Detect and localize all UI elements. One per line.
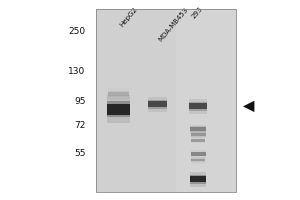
Text: 293: 293: [190, 6, 204, 20]
Bar: [107, 104, 130, 114]
Bar: [191, 139, 205, 142]
Bar: [190, 174, 206, 184]
Text: 95: 95: [74, 98, 85, 106]
Bar: [190, 152, 206, 156]
Bar: [96, 9, 236, 192]
Bar: [190, 171, 206, 186]
Bar: [190, 124, 206, 134]
Bar: [191, 139, 205, 142]
Bar: [190, 132, 206, 136]
Bar: [189, 99, 207, 114]
Bar: [189, 103, 207, 109]
Bar: [190, 150, 206, 158]
Text: HepG2: HepG2: [118, 6, 138, 28]
Bar: [108, 92, 129, 96]
Bar: [107, 101, 130, 117]
Bar: [176, 9, 236, 192]
Bar: [148, 97, 167, 112]
Bar: [190, 127, 206, 131]
Bar: [190, 152, 206, 156]
Bar: [191, 159, 205, 161]
Bar: [148, 100, 167, 109]
Text: MDA-MB453: MDA-MB453: [158, 6, 189, 42]
Bar: [108, 88, 129, 99]
Bar: [96, 9, 176, 192]
Bar: [107, 95, 130, 123]
Polygon shape: [243, 101, 254, 112]
Text: 130: 130: [68, 66, 86, 75]
Bar: [108, 91, 129, 97]
Bar: [190, 133, 206, 136]
Bar: [148, 101, 167, 107]
Text: 250: 250: [68, 26, 86, 36]
Bar: [190, 126, 206, 132]
Bar: [191, 137, 205, 143]
Text: 55: 55: [74, 150, 85, 158]
Bar: [189, 102, 207, 111]
Bar: [190, 131, 206, 138]
Bar: [191, 158, 205, 162]
Bar: [191, 156, 205, 164]
Bar: [190, 176, 206, 182]
Text: 72: 72: [74, 121, 85, 130]
